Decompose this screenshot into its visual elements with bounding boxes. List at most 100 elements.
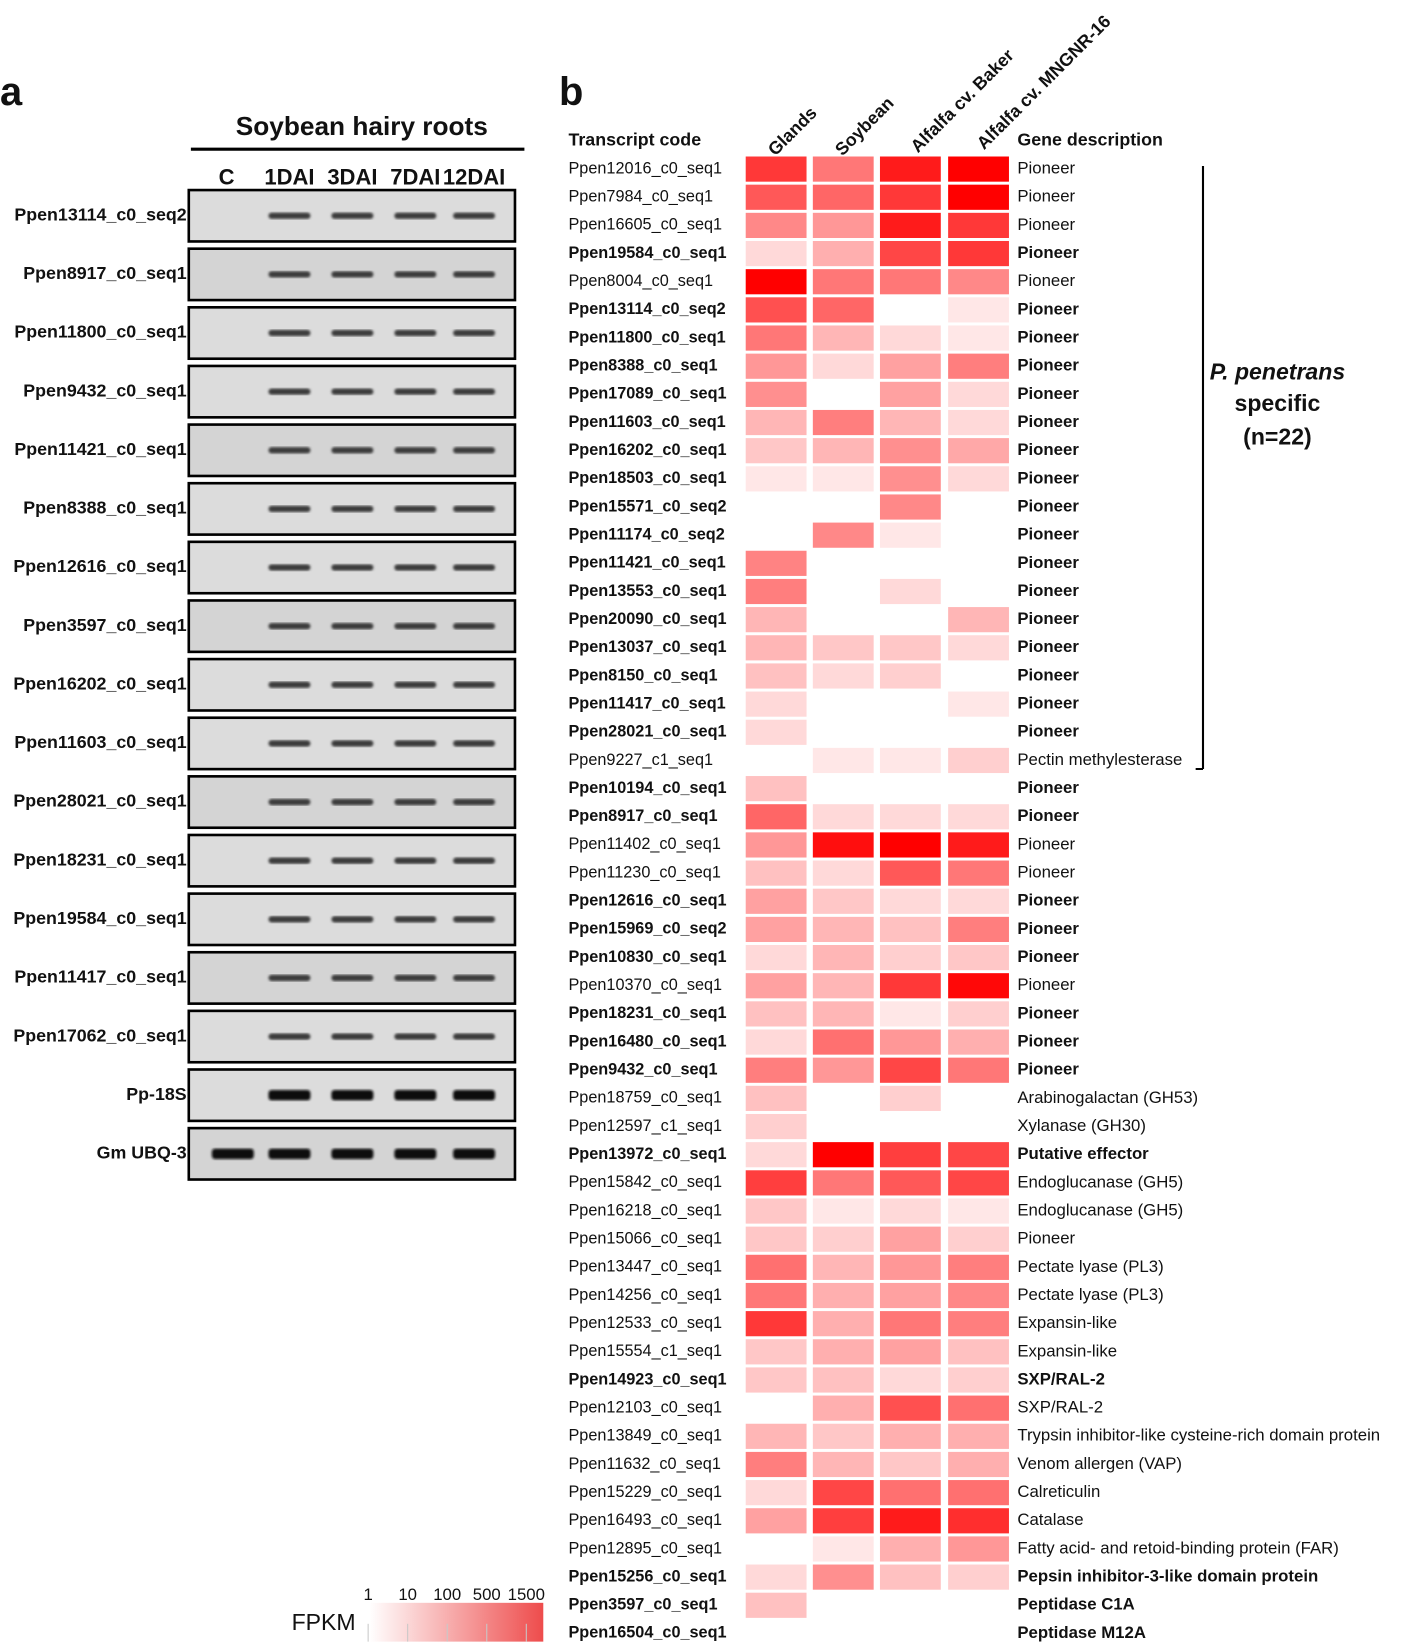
gene-description: Expansin-like: [1017, 1313, 1117, 1332]
transcript-code: Ppen11417_c0_seq1: [568, 694, 725, 712]
gene-description: Pioneer: [1017, 440, 1079, 459]
legend-tick-label: 500: [473, 1585, 501, 1604]
heat-cell: [879, 1198, 941, 1224]
heat-cell: [812, 888, 874, 914]
heat-cell: [879, 747, 941, 774]
gene-description: Catalase: [1017, 1510, 1083, 1529]
heat-cell: [812, 550, 874, 576]
gel-band: [331, 916, 374, 923]
transcript-code: Ppen19584_c0_seq1: [568, 244, 726, 262]
transcript-code: Ppen20090_c0_seq1: [568, 610, 726, 628]
heat-cell: [948, 1170, 1009, 1196]
heat-cell: [812, 1085, 874, 1111]
gene-description: Pioneer: [1017, 187, 1075, 206]
gene-label: Ppen11800_c0_seq1: [14, 322, 186, 342]
heat-cell: [745, 522, 807, 548]
gel-band: [331, 329, 374, 337]
gene-description: Pioneer: [1017, 665, 1079, 684]
gene-description: SXP/RAL-2: [1017, 1369, 1105, 1388]
heat-cell: [745, 550, 807, 576]
gel-band: [331, 212, 374, 219]
gene-description: Pectate lyase (PL3): [1017, 1257, 1163, 1276]
gene-description: Pioneer: [1017, 215, 1075, 234]
group-label: specific: [1235, 390, 1321, 416]
gene-label: Ppen8917_c0_seq1: [23, 263, 186, 283]
heat-cell: [745, 804, 807, 830]
heat-cell: [745, 212, 807, 238]
heat-cell: [812, 494, 874, 520]
heat-cell: [879, 1311, 941, 1337]
transcript-code: Ppen11603_c0_seq1: [568, 413, 725, 431]
heat-cell: [879, 240, 941, 267]
heat-cell: [948, 1620, 1009, 1645]
transcript-code: Ppen18503_c0_seq1: [568, 469, 726, 487]
gel-band: [268, 447, 311, 454]
gel-band: [331, 271, 374, 278]
gel-band: [394, 388, 437, 395]
heat-cell: [879, 325, 941, 351]
heat-cell: [948, 1480, 1009, 1506]
heat-cell: [879, 719, 941, 745]
heat-cell: [745, 1592, 807, 1618]
gel-band: [331, 798, 374, 806]
heat-cell: [812, 1226, 874, 1252]
heat-cell: [879, 1142, 941, 1168]
heat-cell: [812, 747, 874, 774]
transcript-code: Ppen13447_c0_seq1: [568, 1258, 722, 1276]
heat-cell: [879, 1029, 941, 1055]
heat-cell: [879, 1057, 941, 1083]
heat-cell: [812, 353, 874, 379]
heat-cell: [812, 1029, 874, 1055]
transcript-code: Ppen18231_c0_seq1: [568, 1004, 726, 1022]
heat-cell: [879, 269, 941, 295]
gel-band: [394, 681, 437, 688]
gel-band: [268, 623, 311, 630]
gene-label: Gm UBQ-3: [97, 1143, 187, 1163]
heat-cell: [948, 1057, 1009, 1083]
heat-cell: [879, 1085, 941, 1111]
heat-cell: [948, 973, 1009, 999]
heat-cell: [948, 494, 1009, 520]
heat-cell: [879, 1339, 941, 1365]
heat-cell: [879, 381, 941, 407]
heat-cell: [879, 888, 941, 914]
gel-band: [453, 916, 496, 923]
heat-cell: [745, 1564, 807, 1590]
gel-band: [268, 740, 311, 747]
heat-cell: [745, 1001, 807, 1027]
heat-cell: [812, 1311, 874, 1337]
heat-cell: [948, 1564, 1009, 1590]
transcript-code: Ppen13114_c0_seq2: [568, 300, 725, 318]
heat-cell: [879, 916, 941, 943]
gel-band: [394, 857, 437, 864]
code-header: Transcript code: [568, 129, 701, 149]
heat-cell: [948, 663, 1009, 689]
group-label: P. penetrans: [1210, 359, 1346, 385]
gel-band: [453, 1089, 496, 1101]
heat-cell: [948, 1536, 1009, 1562]
gel-band: [394, 505, 437, 513]
heat-cell: [812, 1451, 874, 1478]
heat-cell: [948, 747, 1009, 774]
heat-cell: [948, 719, 1009, 745]
heat-cell: [948, 325, 1009, 351]
gene-description: Pepsin inhibitor-3-like domain protein: [1017, 1567, 1318, 1586]
gel-band: [268, 974, 311, 982]
gel-band: [394, 271, 437, 278]
gene-label: Ppen12616_c0_seq1: [13, 556, 186, 576]
gene-description: Pectate lyase (PL3): [1017, 1285, 1163, 1304]
heat-cell: [948, 1226, 1009, 1252]
heat-cell: [812, 240, 874, 267]
heat-cell: [812, 945, 874, 971]
heat-cell: [879, 1113, 941, 1140]
heat-cell: [948, 550, 1009, 576]
heat-cell: [948, 1142, 1009, 1168]
gene-description: Pioneer: [1017, 159, 1075, 178]
legend-tick-label: 1: [363, 1585, 372, 1604]
lane-label: 1DAI: [264, 164, 314, 189]
heat-cell: [879, 1620, 941, 1645]
heat-cell: [879, 1001, 941, 1027]
heat-cell: [948, 860, 1009, 886]
heat-cell: [879, 466, 941, 492]
transcript-code: Ppen17089_c0_seq1: [568, 385, 726, 403]
